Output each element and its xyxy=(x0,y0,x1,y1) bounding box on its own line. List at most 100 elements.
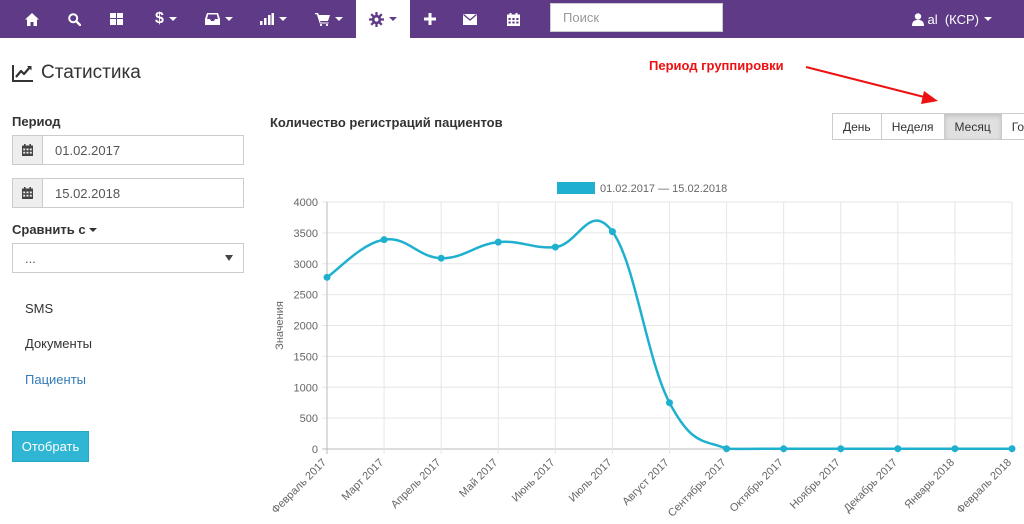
user-menu-dropdown[interactable]: al (КСР) xyxy=(911,0,992,38)
y-tick-label: 2500 xyxy=(294,290,318,302)
data-point xyxy=(380,236,388,244)
data-point xyxy=(494,238,502,246)
compare-select-value: ... xyxy=(25,250,36,266)
cart-icon xyxy=(315,12,330,26)
annotation-arrow xyxy=(805,66,938,104)
chevron-down-icon xyxy=(278,17,287,21)
chevron-down-icon xyxy=(168,17,177,21)
chevron-down-icon xyxy=(984,17,992,21)
nav-inbox-dropdown[interactable] xyxy=(196,0,242,38)
y-tick-label: 3500 xyxy=(294,228,318,240)
x-tick-label: Июль 2017 xyxy=(567,457,615,505)
nav-home[interactable] xyxy=(14,0,50,38)
x-tick-label: Май 2017 xyxy=(457,457,500,500)
x-tick-label: Сентябрь 2017 xyxy=(666,457,729,520)
data-point xyxy=(437,254,445,262)
x-tick-label: Декабрь 2017 xyxy=(842,457,900,515)
legend-swatch xyxy=(557,182,595,194)
sidebar-item-documents[interactable]: Документы xyxy=(25,336,93,351)
gear-icon xyxy=(369,11,384,27)
inbox-icon xyxy=(205,13,220,25)
chevron-down-icon xyxy=(225,17,233,21)
nav-grid[interactable] xyxy=(98,0,134,38)
nav-add[interactable] xyxy=(412,0,448,38)
data-point xyxy=(780,445,788,453)
calendar-icon xyxy=(506,12,520,26)
chevron-down-icon xyxy=(88,227,97,232)
line-chart-icon xyxy=(12,65,33,82)
data-point xyxy=(951,445,959,453)
y-axis-title: Значения xyxy=(274,301,286,350)
date-from-group xyxy=(12,135,244,165)
chevron-down-icon xyxy=(225,255,233,261)
nav-search[interactable] xyxy=(56,0,92,38)
chart-heading: Количество регистраций пациентов xyxy=(270,115,503,130)
x-tick-label: Июнь 2017 xyxy=(510,457,558,505)
nav-reports-dropdown[interactable] xyxy=(250,0,296,38)
user-icon xyxy=(911,12,924,26)
plus-icon xyxy=(424,13,436,25)
nav-calendar[interactable] xyxy=(495,0,531,38)
compare-dropdown-toggle[interactable]: Сравнить с xyxy=(12,222,97,237)
data-point xyxy=(666,399,673,407)
line-chart: 0 500 1000 1500 2000 2500 3000 3500 4000 Февраль … xyxy=(270,182,1016,520)
top-navbar: $ al (КСР) xyxy=(0,0,1024,38)
data-point xyxy=(608,228,616,236)
page-title: Статистика xyxy=(12,62,141,84)
annotation-label: Период группировки xyxy=(649,58,784,73)
date-from-picker[interactable] xyxy=(13,136,43,164)
period-week-button[interactable]: Неделя xyxy=(881,114,945,139)
page-title-text: Статистика xyxy=(41,62,141,83)
nav-finance-dropdown[interactable]: $ xyxy=(142,0,190,38)
y-tick-label: 500 xyxy=(300,413,318,425)
submit-button[interactable]: Отобрать xyxy=(12,431,89,462)
y-tick-label: 1000 xyxy=(294,382,318,394)
date-to-picker[interactable] xyxy=(13,179,43,207)
dollar-icon: $ xyxy=(155,10,164,27)
nav-messages[interactable] xyxy=(452,0,488,38)
x-tick-label: Ноябрь 2017 xyxy=(788,457,843,512)
envelope-icon xyxy=(463,13,477,25)
x-tick-label: Август 2017 xyxy=(620,457,671,508)
nav-settings-dropdown[interactable] xyxy=(356,0,410,38)
data-point xyxy=(894,445,902,453)
x-tick-label: Январь 2018 xyxy=(902,457,957,512)
chevron-down-icon xyxy=(335,17,343,21)
period-day-button[interactable]: День xyxy=(833,114,882,139)
y-tick-label: 0 xyxy=(312,444,318,456)
search-icon xyxy=(67,12,81,26)
date-to-input[interactable] xyxy=(43,179,243,207)
y-tick-label: 1500 xyxy=(294,351,318,363)
user-name: al (КСР) xyxy=(927,11,980,27)
date-to-group xyxy=(12,178,244,208)
period-year-button[interactable]: Год xyxy=(1001,114,1024,139)
sidebar-item-sms[interactable]: SMS xyxy=(25,301,54,316)
y-tick-label: 4000 xyxy=(294,197,318,209)
compare-select[interactable]: ... xyxy=(12,243,244,273)
data-point xyxy=(323,273,331,281)
data-point xyxy=(837,445,845,453)
data-point xyxy=(723,445,731,453)
compare-label: Сравнить с xyxy=(12,222,86,237)
calendar-icon xyxy=(22,187,33,199)
period-label: Период xyxy=(12,114,61,129)
calendar-icon xyxy=(22,144,33,156)
nav-shop-dropdown[interactable] xyxy=(304,0,354,38)
search-input[interactable] xyxy=(550,3,723,32)
data-point xyxy=(1008,445,1016,453)
date-from-input[interactable] xyxy=(43,136,243,164)
x-tick-label: Февраль 2018 xyxy=(955,457,1015,517)
x-tick-label: Февраль 2017 xyxy=(270,457,330,517)
data-point xyxy=(551,243,559,251)
sidebar-item-patients[interactable]: Пациенты xyxy=(25,372,86,387)
x-tick-label: Апрель 2017 xyxy=(389,457,443,511)
legend-label: 01.02.2017 — 15.02.2018 xyxy=(600,183,727,195)
x-tick-label: Март 2017 xyxy=(340,457,387,504)
bar-chart-icon xyxy=(259,13,274,25)
grid-icon xyxy=(109,13,123,25)
home-icon xyxy=(25,12,39,26)
y-tick-label: 2000 xyxy=(294,321,318,333)
period-button-group: День Неделя Месяц Год xyxy=(832,113,1024,140)
y-tick-label: 3000 xyxy=(294,259,318,271)
period-month-button[interactable]: Месяц xyxy=(944,114,1002,139)
